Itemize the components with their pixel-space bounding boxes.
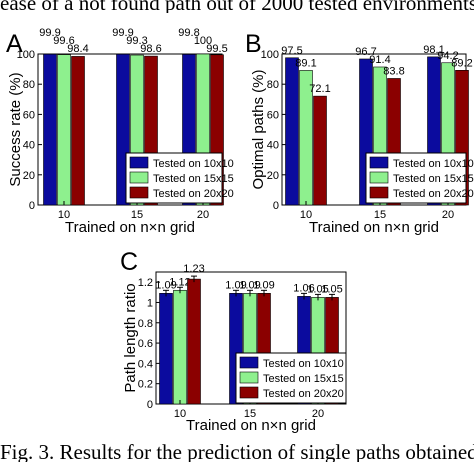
- bar: [173, 289, 187, 405]
- legend: Tested on 10x10 Tested on 15x15 Tested on …: [365, 152, 474, 204]
- x-tick-label: 20: [442, 209, 454, 221]
- bar: [57, 54, 71, 206]
- panel-a: A 0 20 40 60 80 100 99.9 99.9 99.8 99.6 99.3 100 98.4…: [6, 27, 234, 236]
- x-tick-label: 10: [300, 209, 312, 221]
- x-tick-label: 15: [244, 408, 256, 420]
- y-tick-label: 60: [23, 109, 35, 121]
- legend-label: Tested on 10x10: [153, 158, 234, 170]
- data-label: 83.8: [383, 65, 404, 77]
- bar: [71, 56, 85, 206]
- y-tick-label: 20: [267, 170, 279, 182]
- data-label: 91.4: [369, 54, 390, 66]
- data-label: 89.1: [295, 57, 316, 69]
- y-tick-label: 0.4: [138, 358, 153, 370]
- data-label: 1.05: [321, 283, 342, 295]
- legend-label: Tested on 15x15: [263, 373, 344, 385]
- data-label: 98.6: [140, 43, 161, 55]
- legend-label: Tested on 20x20: [263, 388, 344, 400]
- data-label: 98.4: [67, 43, 88, 55]
- data-label: 1.06: [293, 282, 314, 294]
- y-axis-label: Success rate (%): [7, 72, 24, 186]
- y-tick-label: 0: [273, 200, 279, 212]
- data-label: 1.23: [183, 263, 204, 275]
- legend-swatch: [239, 386, 259, 399]
- legend-swatch: [129, 186, 149, 199]
- legend-label: Tested on 15x15: [153, 173, 234, 185]
- x-axis-label: Trained on n×n grid: [65, 219, 195, 236]
- data-label: 100: [194, 35, 212, 47]
- data-label: 89.2: [451, 57, 472, 69]
- x-tick-label: 20: [312, 408, 324, 420]
- legend-label: Tested on 10x10: [393, 158, 474, 170]
- legend: Tested on 10x10 Tested on 15x15 Tested on …: [235, 352, 347, 404]
- y-tick-label: 80: [23, 79, 35, 91]
- data-label: 98.1: [423, 44, 444, 56]
- panel-label: B: [245, 30, 262, 58]
- data-label: 1.12: [169, 276, 190, 288]
- legend-label: Tested on 20x20: [393, 188, 474, 200]
- legend-swatch: [129, 156, 149, 169]
- bar: [313, 95, 327, 206]
- caption-bottom: Fig. 3. Results for the prediction of si…: [0, 440, 474, 462]
- x-tick-label: 20: [197, 209, 209, 221]
- data-label: 99.9: [39, 27, 60, 39]
- data-label: 1.09: [253, 279, 274, 291]
- x-tick-label: 10: [174, 408, 186, 420]
- y-tick-label: 40: [23, 140, 35, 152]
- y-tick-label: 0: [147, 399, 153, 411]
- x-tick-label: 15: [374, 209, 386, 221]
- y-tick-label: 1: [147, 297, 153, 309]
- data-label: 72.1: [309, 83, 330, 95]
- bar: [187, 278, 201, 405]
- legend-label: Tested on 10x10: [263, 358, 344, 370]
- legend: Tested on 10x10 Tested on 15x15 Tested on …: [125, 152, 234, 204]
- data-label: 1.05: [307, 283, 328, 295]
- data-label: 1.09: [155, 279, 176, 291]
- data-label: 1.09: [225, 279, 246, 291]
- bar: [43, 53, 57, 206]
- x-axis-label: Trained on n×n grid: [186, 417, 316, 434]
- x-axis-label: Trained on n×n grid: [309, 219, 439, 236]
- y-tick-label: 1.2: [138, 277, 153, 289]
- data-label: 99.5: [206, 43, 227, 55]
- y-tick-label: 0.6: [138, 338, 153, 350]
- panel-c: C00.20.40.60.811.2 1.09 1.09 1.061.12 1.09 1.…: [120, 248, 347, 434]
- bar: [285, 57, 299, 206]
- legend-swatch: [369, 171, 389, 184]
- y-tick-label: 100: [261, 49, 279, 61]
- y-axis-label: Optimal paths (%): [250, 69, 267, 189]
- data-label: 96.7: [355, 46, 376, 58]
- y-tick-label: 60: [267, 109, 279, 121]
- legend-swatch: [239, 356, 259, 369]
- caption-top: ease of a not found path out of 2000 tes…: [0, 0, 474, 13]
- data-label: 94.2: [437, 50, 458, 62]
- legend-swatch: [239, 371, 259, 384]
- legend-label: Tested on 20x20: [153, 188, 234, 200]
- legend-swatch: [129, 171, 149, 184]
- panel-b: B 0 20 40 60 80 100 97.5 96.7 98.1 89.1 91.4 94.2 72.…: [245, 30, 474, 236]
- x-tick-label: 15: [131, 209, 143, 221]
- y-axis-label: Path length ratio: [122, 283, 139, 392]
- panel-label: A: [6, 30, 23, 58]
- legend-label: Tested on 15x15: [393, 173, 474, 185]
- panel-label: C: [120, 248, 138, 276]
- y-tick-label: 40: [267, 140, 279, 152]
- x-tick-label: 10: [58, 209, 70, 221]
- data-label: 97.5: [281, 45, 302, 57]
- y-tick-label: 100: [17, 49, 35, 61]
- data-label: 99.8: [178, 27, 199, 39]
- legend-swatch: [369, 156, 389, 169]
- y-tick-label: 20: [23, 170, 35, 182]
- data-label: 99.3: [126, 35, 147, 47]
- legend-swatch: [369, 186, 389, 199]
- y-tick-label: 0.8: [138, 318, 153, 330]
- y-tick-label: 0.2: [138, 379, 153, 391]
- data-label: 99.6: [53, 35, 74, 47]
- data-label: 99.9: [112, 27, 133, 39]
- data-label: 1.09: [239, 279, 260, 291]
- bar: [159, 293, 173, 405]
- y-tick-label: 0: [29, 200, 35, 212]
- y-tick-label: 80: [267, 79, 279, 91]
